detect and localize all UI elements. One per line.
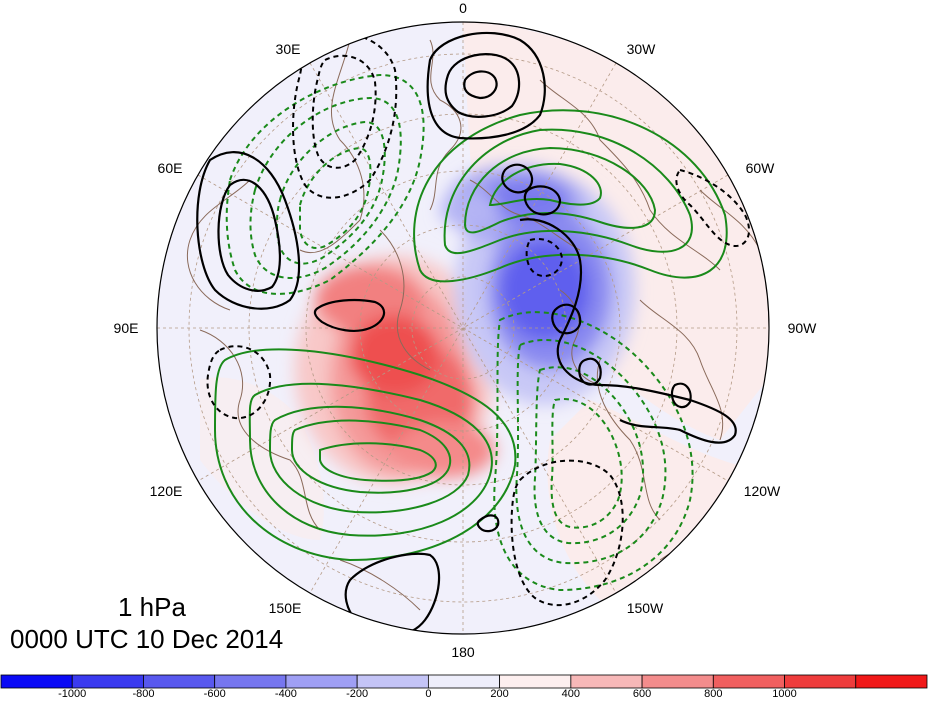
colorbar-tick-label: 800 xyxy=(704,688,723,700)
lon-label-120e: 120E xyxy=(150,483,183,499)
lon-label-30w: 30W xyxy=(627,41,657,57)
colorbar-tick-label: 0 xyxy=(425,688,432,700)
negative-anomaly-blue xyxy=(440,165,635,405)
colorbar-tick-label: -200 xyxy=(346,688,369,700)
colorbar-tick-label: 600 xyxy=(632,688,652,700)
pressure-level-label: 1 hPa xyxy=(118,592,186,622)
colorbar xyxy=(0,674,928,689)
colorbar-swatch xyxy=(712,674,785,689)
colorbar-swatch xyxy=(143,674,216,689)
colorbar-swatch xyxy=(71,674,144,689)
colorbar-tick-label: 400 xyxy=(561,688,581,700)
lon-label-150w: 150W xyxy=(627,600,664,616)
colorbar-swatch xyxy=(285,674,358,689)
lon-label-60e: 60E xyxy=(158,160,183,176)
lon-label-180: 180 xyxy=(451,644,475,660)
lon-label-120w: 120W xyxy=(744,483,781,499)
contours-black-positive xyxy=(196,31,737,634)
lon-label-90e: 90E xyxy=(114,320,139,336)
colorbar-swatch xyxy=(214,674,287,689)
contours-black-negative xyxy=(206,32,750,607)
map-border xyxy=(156,21,770,635)
contours-green-positive xyxy=(213,109,728,562)
colorbar-tick-label: -1000 xyxy=(58,688,87,700)
colorbar-swatch xyxy=(0,674,73,689)
lon-label-90w: 90W xyxy=(788,320,818,336)
colorbar-swatch xyxy=(784,674,857,689)
colorbar-tick-label: 1000 xyxy=(772,688,797,700)
colorbar-swatch xyxy=(855,674,928,689)
colorbar-swatch xyxy=(427,674,501,689)
colorbar-tick-label: 200 xyxy=(490,688,509,700)
colorbar-swatch xyxy=(641,674,714,689)
colorbar-swatch xyxy=(356,674,429,689)
lon-label-60w: 60W xyxy=(746,160,776,176)
colorbar-tick-label: -400 xyxy=(274,688,297,700)
lon-label-30e: 30E xyxy=(276,41,301,57)
colorbar-swatch xyxy=(570,674,643,689)
colorbar-swatch xyxy=(499,674,572,689)
colorbar-tick-label: -600 xyxy=(203,688,226,700)
longitude-labels: 0 30W 60W 90W 120W 150W 180 150E 120E 90… xyxy=(114,0,818,660)
lon-label-150e: 150E xyxy=(269,600,302,616)
contours-green-negative xyxy=(225,73,694,592)
colorbar-tick-label: -800 xyxy=(132,688,155,700)
lon-label-0: 0 xyxy=(459,0,467,16)
valid-time-label: 0000 UTC 10 Dec 2014 xyxy=(10,624,284,654)
